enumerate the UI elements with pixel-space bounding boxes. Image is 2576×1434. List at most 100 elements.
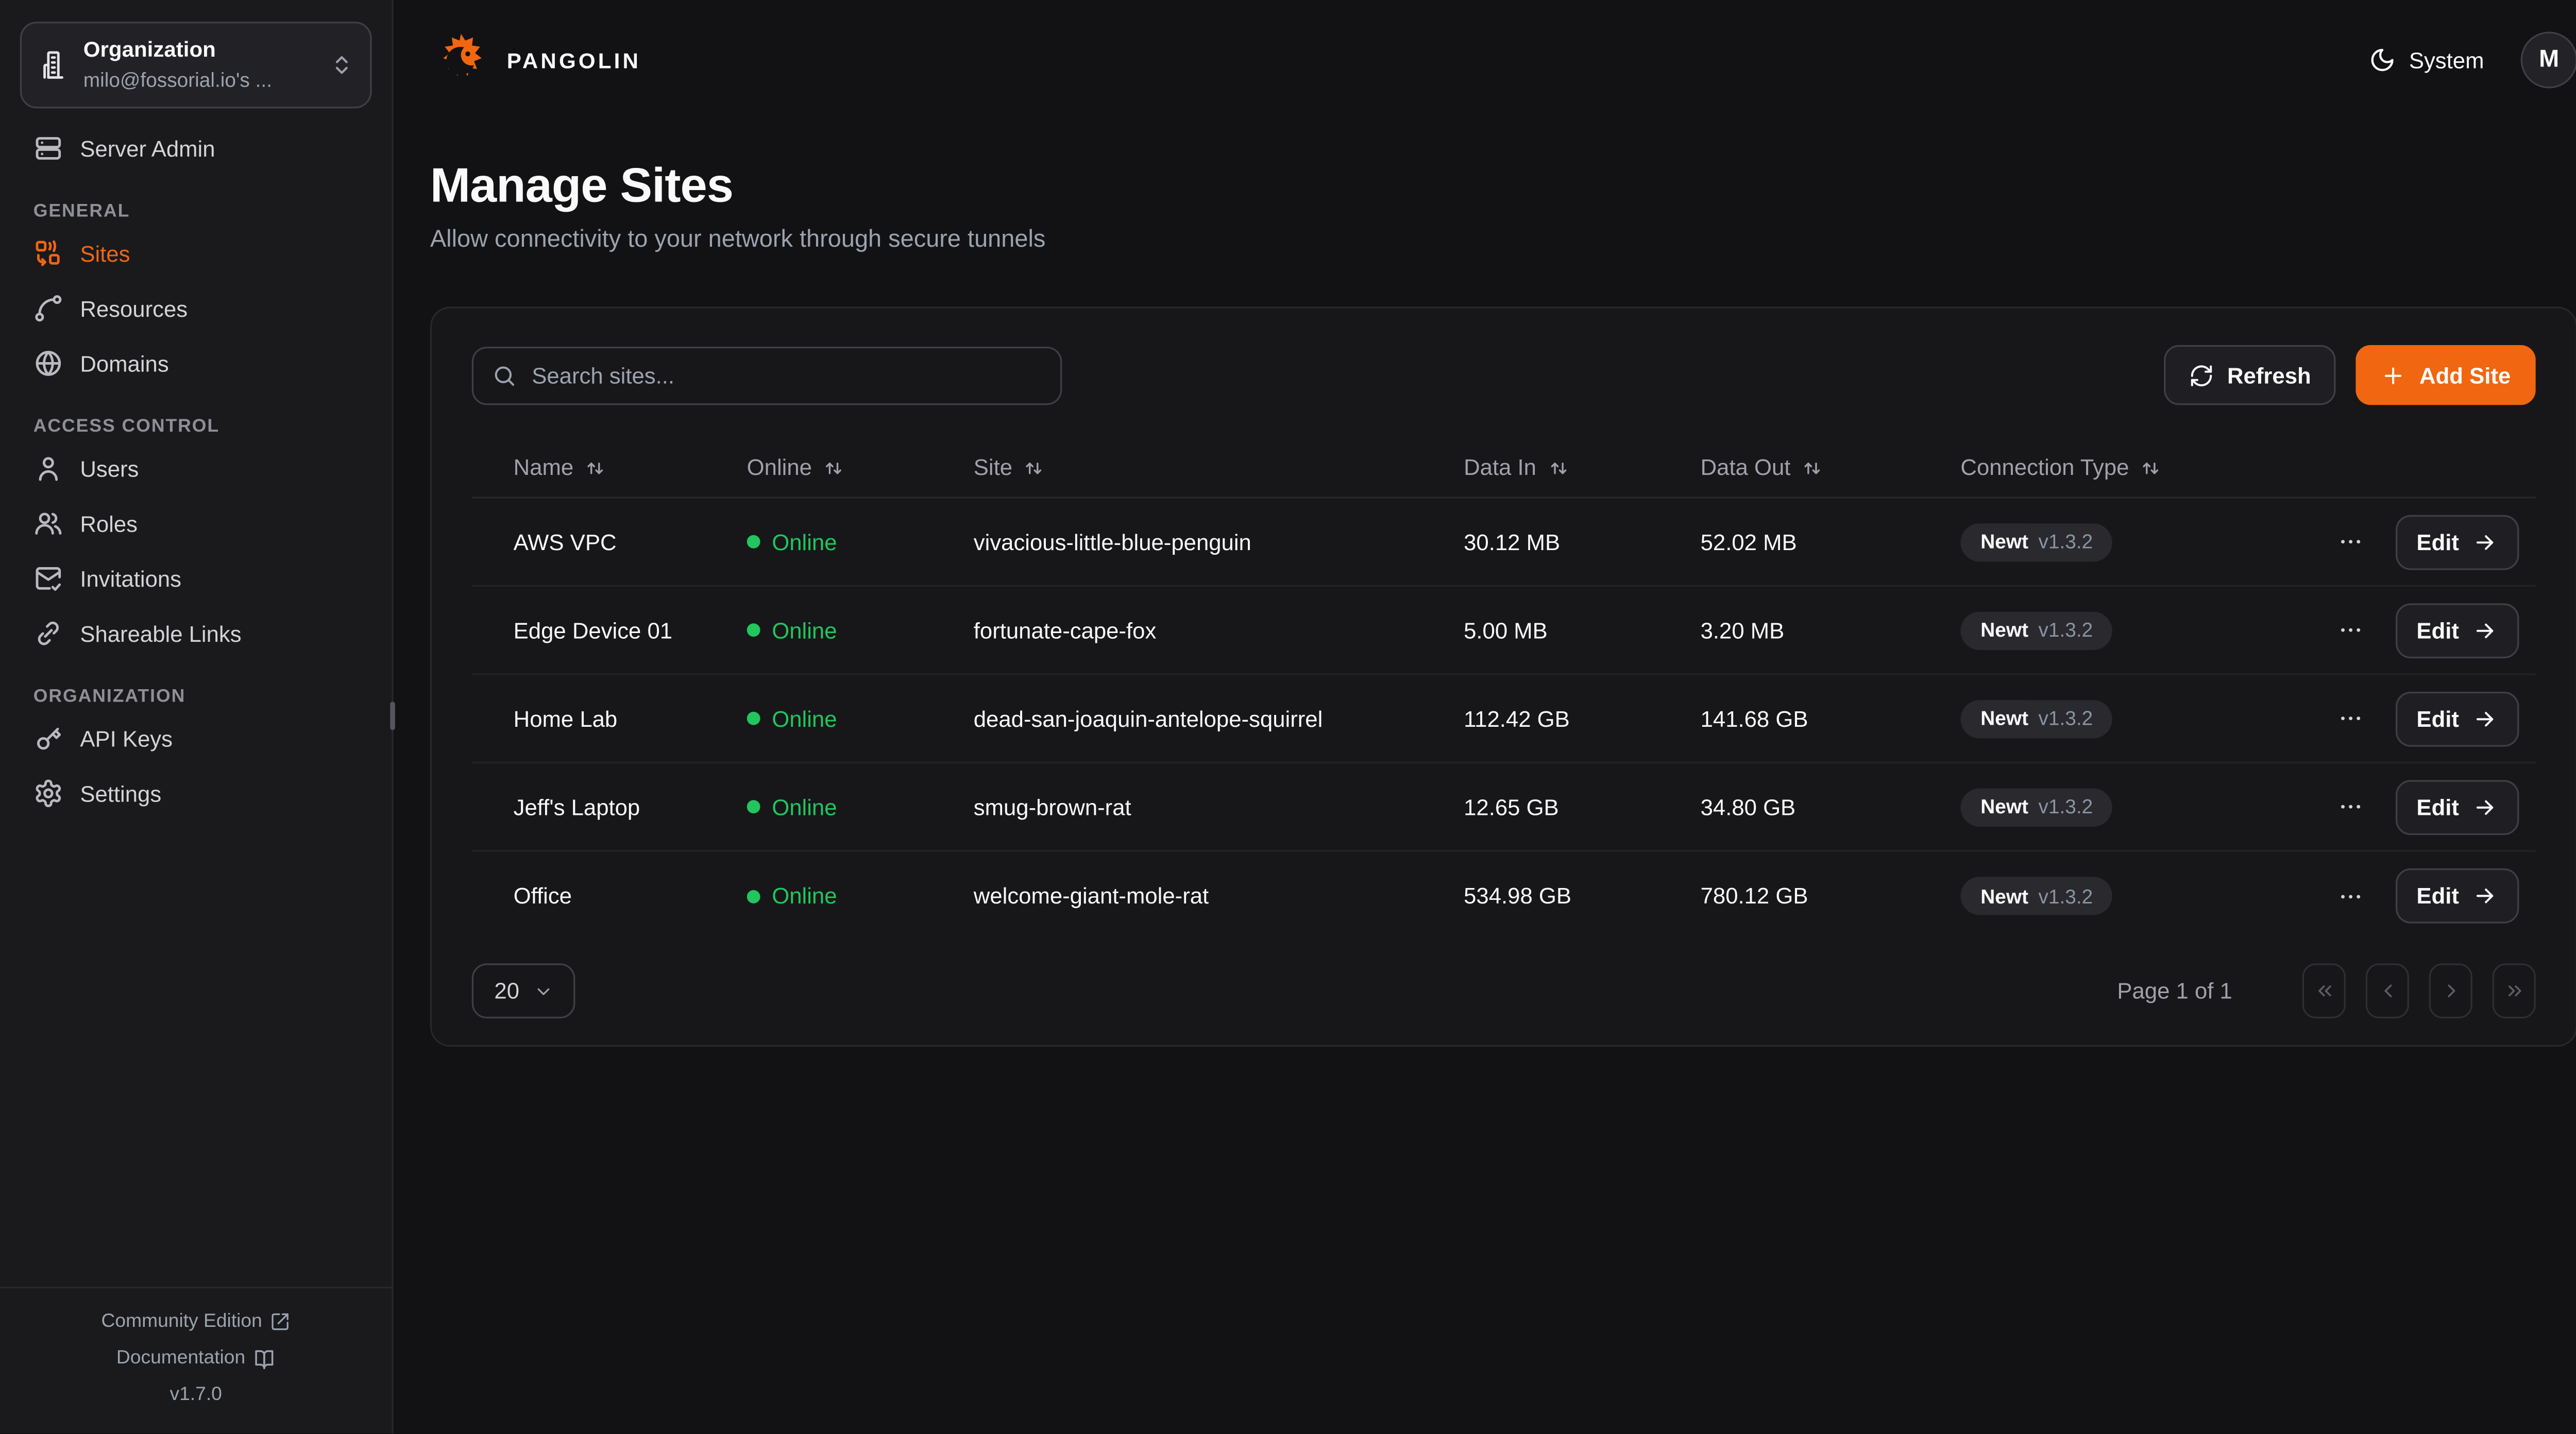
column-header[interactable]: Site <box>974 455 1464 480</box>
column-header[interactable]: Online <box>747 455 974 480</box>
cell-connection-type: Newt v1.3.2 <box>1960 610 2333 650</box>
cell-data-in: 112.42 GB <box>1464 706 1570 731</box>
chevrons-left-icon <box>2313 980 2335 1002</box>
sidebar-item-api-keys[interactable]: API Keys <box>20 719 372 759</box>
online-status-dot <box>747 711 760 725</box>
sites-card: Refresh Add Site Name On <box>430 306 2576 1047</box>
sidebar-item-shareable-links[interactable]: Shareable Links <box>20 613 372 654</box>
connection-type-badge: Newt v1.3.2 <box>1960 610 2113 650</box>
add-site-button[interactable]: Add Site <box>2356 345 2536 405</box>
cell-data-in: 5.00 MB <box>1464 617 1548 643</box>
edit-button[interactable]: Edit <box>2395 691 2519 746</box>
users-icon <box>33 508 63 538</box>
edit-button[interactable]: Edit <box>2395 514 2519 570</box>
column-header[interactable]: Data In <box>1464 455 1700 480</box>
sidebar-item-sites[interactable]: Sites <box>20 233 372 274</box>
section-label-access-control: ACCESS CONTROL <box>33 416 220 437</box>
ellipsis-icon <box>2336 882 2363 909</box>
gear-icon <box>33 778 63 808</box>
sidebar-item-domains[interactable]: Domains <box>20 344 372 384</box>
column-header[interactable]: Connection Type <box>1960 455 2519 480</box>
globe-icon <box>33 348 63 378</box>
pagination: 20 Page 1 of 1 <box>471 963 2536 1019</box>
chevron-down-icon <box>533 981 553 1001</box>
sidebar-nav: Server Admin GENERAL Sites Resources Do <box>0 115 392 828</box>
cell-data-out: 141.68 GB <box>1700 706 1808 731</box>
cell-site: welcome-giant-mole-rat <box>973 883 1209 909</box>
sidebar-item-users[interactable]: Users <box>20 448 372 488</box>
cell-name: AWS VPC <box>513 529 617 554</box>
page-size-select[interactable]: 20 <box>471 963 575 1019</box>
external-link-icon <box>270 1312 291 1333</box>
section-label-organization: ORGANIZATION <box>33 687 186 707</box>
sidebar-footer: Community Edition Documentation v1.7.0 <box>0 1287 392 1434</box>
theme-toggle[interactable]: System <box>2369 47 2484 74</box>
cell-name: Home Lab <box>513 706 618 731</box>
ellipsis-icon <box>2336 617 2363 643</box>
cell-site: fortunate-cape-fox <box>973 617 1157 643</box>
sidebar-item-label: Roles <box>80 510 138 536</box>
cell-site: vivacious-little-blue-penguin <box>973 529 1251 554</box>
table-row: Edge Device 01 Online fortunate-cape-fox… <box>471 587 2536 675</box>
cell-data-in: 534.98 GB <box>1464 883 1571 909</box>
community-edition-link[interactable]: Community Edition <box>0 1304 392 1341</box>
sort-icon <box>2139 456 2162 479</box>
first-page-button[interactable] <box>2302 963 2346 1019</box>
row-menu-button[interactable] <box>2333 790 2367 824</box>
link-icon <box>33 619 63 648</box>
org-switcher-value: milo@fossorial.io's ... <box>83 68 273 92</box>
sidebar-resize-handle[interactable] <box>390 702 395 730</box>
ellipsis-icon <box>2336 705 2363 732</box>
column-header[interactable]: Name <box>514 455 747 480</box>
edit-button[interactable]: Edit <box>2395 779 2519 834</box>
cell-data-in: 12.65 GB <box>1464 794 1559 820</box>
chevron-right-icon <box>2440 980 2462 1002</box>
page-indicator: Page 1 of 1 <box>2117 978 2232 1004</box>
arrow-right-icon <box>2472 529 2498 554</box>
brand: PANGOLIN <box>430 29 641 91</box>
next-page-button[interactable] <box>2429 963 2472 1019</box>
row-menu-button[interactable] <box>2333 702 2367 735</box>
cell-name: Edge Device 01 <box>513 617 673 643</box>
sidebar-item-label: API Keys <box>80 726 173 751</box>
sidebar-item-settings[interactable]: Settings <box>20 773 372 813</box>
column-header[interactable]: Data Out <box>1701 455 1961 480</box>
prev-page-button[interactable] <box>2365 963 2409 1019</box>
row-menu-button[interactable] <box>2333 879 2367 913</box>
cell-connection-type: Newt v1.3.2 <box>1960 699 2333 738</box>
table-row: Office Online welcome-giant-mole-rat 534… <box>472 852 2536 941</box>
documentation-link[interactable]: Documentation <box>0 1341 392 1377</box>
row-menu-button[interactable] <box>2333 525 2367 558</box>
sort-icon <box>822 456 845 479</box>
edit-button[interactable]: Edit <box>2395 602 2519 658</box>
avatar[interactable]: M <box>2520 31 2576 89</box>
moon-icon <box>2369 47 2396 74</box>
table-row: Home Lab Online dead-san-joaquin-antelop… <box>471 675 2536 764</box>
cell-site: dead-san-joaquin-antelope-squirrel <box>973 706 1323 731</box>
org-switcher-label: Organization <box>83 37 216 62</box>
online-status-dot <box>747 623 760 637</box>
cell-data-out: 780.12 GB <box>1700 883 1808 909</box>
connection-type-badge: Newt v1.3.2 <box>1960 877 2113 915</box>
sidebar-item-resources[interactable]: Resources <box>20 288 372 329</box>
top-bar: PANGOLIN System M <box>394 0 2576 120</box>
online-status-label: Online <box>772 529 837 554</box>
sidebar-item-invitations[interactable]: Invitations <box>20 558 372 599</box>
search-input[interactable] <box>532 362 1042 388</box>
search-icon <box>492 363 517 388</box>
arrow-right-icon <box>2472 706 2498 731</box>
connection-type-badge: Newt v1.3.2 <box>1960 522 2113 561</box>
connection-type-badge: Newt v1.3.2 <box>1960 787 2113 826</box>
sidebar-item-roles[interactable]: Roles <box>20 503 372 543</box>
pangolin-logo-icon <box>430 29 492 91</box>
key-icon <box>33 723 63 753</box>
sidebar-item-server-admin[interactable]: Server Admin <box>20 128 372 168</box>
refresh-button[interactable]: Refresh <box>2164 345 2336 405</box>
row-menu-button[interactable] <box>2333 613 2367 647</box>
sidebar-item-label: Server Admin <box>80 135 215 161</box>
ellipsis-icon <box>2336 528 2363 555</box>
org-switcher[interactable]: Organization milo@fossorial.io's ... <box>20 22 372 109</box>
last-page-button[interactable] <box>2492 963 2536 1019</box>
plus-icon <box>2381 363 2406 388</box>
edit-button[interactable]: Edit <box>2395 868 2519 924</box>
